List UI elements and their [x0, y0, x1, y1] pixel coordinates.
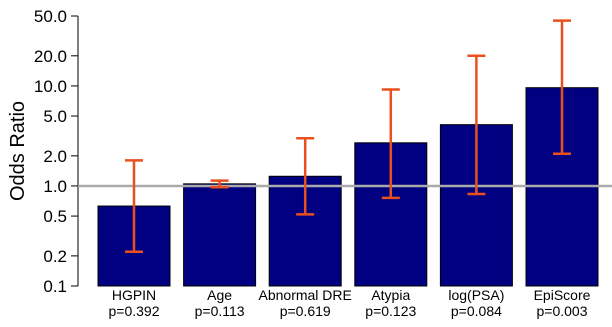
y-tick-label: 2.0: [43, 147, 67, 166]
p-value-label: p=0.619: [280, 303, 331, 319]
category-label: Atypia: [371, 287, 410, 303]
p-value-label: p=0.113: [195, 303, 245, 319]
category-label: log(PSA): [448, 287, 504, 303]
category-label: Abnormal DRE: [259, 287, 352, 303]
category-label: HGPIN: [112, 287, 156, 303]
bar: [183, 183, 257, 287]
y-tick-label: 0.1: [43, 277, 67, 296]
y-tick-label: 5.0: [43, 107, 67, 126]
category-label: Age: [207, 287, 232, 303]
axis-layer: 0.1 0.2 0.5 1.0 2.0 5.0 10.0 20.0 50.0 Odds Ratio: [7, 7, 79, 296]
y-tick-label: 20.0: [34, 47, 67, 66]
p-value-label: p=0.123: [365, 303, 416, 319]
y-tick-label: 10.0: [34, 77, 67, 96]
y-tick-label: 1.0: [43, 177, 67, 196]
y-tick-label: 0.5: [43, 207, 67, 226]
p-value-label: p=0.003: [537, 303, 588, 319]
category-label: EpiScore: [534, 287, 591, 303]
y-tick-label: 0.2: [43, 247, 67, 266]
y-tick-label: 50.0: [34, 7, 67, 26]
p-value-label: p=0.084: [451, 303, 502, 319]
p-value-label: p=0.392: [109, 303, 160, 319]
error-bar-layer: [125, 19, 571, 253]
y-axis-label: Odds Ratio: [7, 101, 29, 201]
bar: [268, 175, 342, 287]
